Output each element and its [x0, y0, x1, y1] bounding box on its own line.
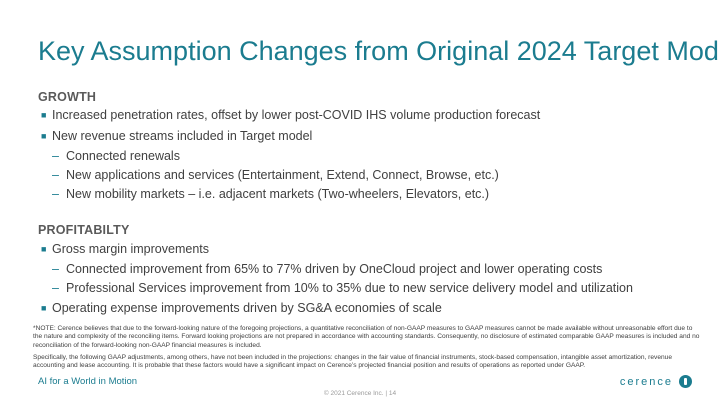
bullet-icon: ■ [41, 110, 47, 120]
logo-mark-icon [679, 375, 692, 388]
bullet-icon: ■ [41, 244, 47, 254]
profitability-subitem-2: – Professional Services improvement from… [52, 281, 633, 295]
growth-bullet-2: ■ New revenue streams included in Target… [41, 129, 313, 143]
profitability-bullet-1-text: Gross margin improvements [52, 242, 209, 256]
growth-heading: GROWTH [38, 90, 97, 104]
footer-copyright: © 2021 Cerence Inc. | 14 [323, 390, 397, 397]
profitability-heading: PROFITABILTY [38, 223, 130, 237]
dash-icon: – [52, 262, 59, 276]
profitability-bullet-2: ■ Operating expense improvements driven … [41, 301, 442, 315]
growth-bullet-2-text: New revenue streams included in Target m… [52, 129, 313, 143]
dash-icon: – [52, 187, 59, 201]
growth-bullet-1: ■ Increased penetration rates, offset by… [41, 108, 541, 122]
growth-subitem-2: – New applications and services (Enterta… [52, 168, 499, 182]
dash-icon: – [52, 149, 59, 163]
dash-icon: – [52, 281, 59, 295]
profitability-bullet-1: ■ Gross margin improvements [41, 242, 209, 256]
profitability-bullet-2-text: Operating expense improvements driven by… [52, 301, 442, 315]
bullet-icon: ■ [41, 131, 47, 141]
growth-bullet-1-text: Increased penetration rates, offset by l… [52, 108, 541, 122]
profitability-subitem-2-text: Professional Services improvement from 1… [66, 281, 633, 295]
profitability-subitem-1: – Connected improvement from 65% to 77% … [52, 262, 603, 276]
cerence-logo: cerence [620, 375, 692, 388]
growth-subitem-1-text: Connected renewals [66, 149, 180, 163]
disclaimer-specific: Specifically, the following GAAP adjustm… [33, 354, 672, 370]
growth-subitem-2-text: New applications and services (Entertain… [66, 168, 499, 182]
growth-subitem-3-text: New mobility markets – i.e. adjacent mar… [66, 187, 490, 201]
growth-subitem-3: – New mobility markets – i.e. adjacent m… [52, 187, 490, 201]
tagline: AI for a World in Motion [38, 376, 138, 387]
dash-icon: – [52, 168, 59, 182]
logo-text: cerence [619, 375, 673, 388]
slide-title: Key Assumption Changes from Original 202… [38, 36, 720, 66]
disclaimer-note: *NOTE: Cerence believes that due to the … [33, 325, 700, 349]
growth-subitem-1: – Connected renewals [52, 149, 180, 163]
bullet-icon: ■ [41, 303, 47, 313]
profitability-subitem-1-text: Connected improvement from 65% to 77% dr… [66, 262, 603, 276]
